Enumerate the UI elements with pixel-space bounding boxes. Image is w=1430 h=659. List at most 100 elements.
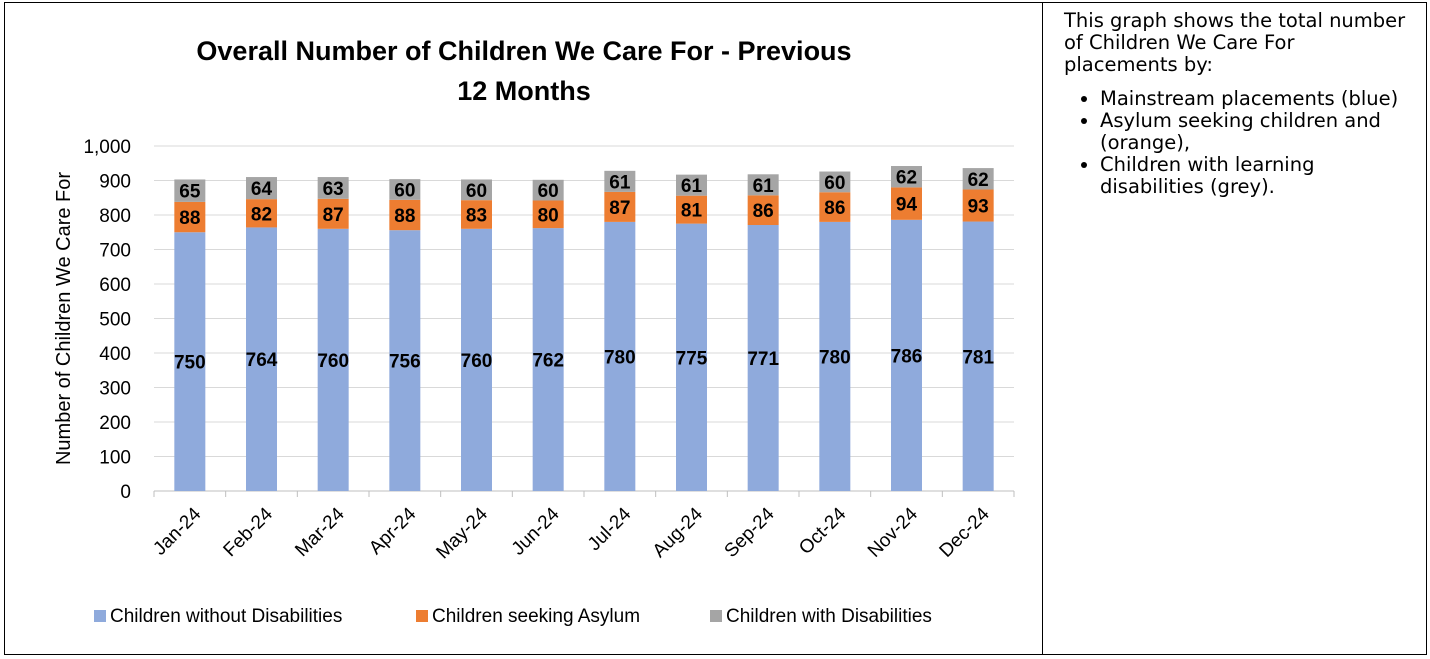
data-label: 88 [394,206,415,227]
data-label: 88 [179,208,200,229]
bars [174,166,994,492]
data-label: 87 [609,198,630,219]
data-labels: 750 88 65 764 82 64 760 87 63 756 88 60 760 83 60 762 80… [174,168,994,374]
x-tick-label: Mar-24 [291,503,349,561]
bar-segment [246,199,277,228]
data-label: 764 [246,350,278,371]
x-tick-label: Jan-24 [149,503,205,559]
legend-label: Children without Disabilities [110,606,342,627]
description-item-mainstream: Mainstream placements (blue) [1100,88,1414,110]
legend-swatch [416,610,428,622]
bar-segment [676,195,707,224]
data-label: 61 [753,176,775,197]
bar-segment [891,219,922,491]
data-label: 65 [179,182,201,203]
y-tick-label: 900 [99,172,131,193]
data-label: 80 [538,205,559,226]
data-label: 81 [681,201,703,222]
data-label: 87 [323,205,344,226]
legend-label: Children with Disabilities [726,606,932,627]
data-label: 771 [747,349,779,370]
bar-segment [461,200,492,229]
bar-segment [747,195,779,226]
bar-segment [246,227,277,492]
bar-segment [962,189,994,222]
data-label: 83 [466,205,487,226]
description-panel: This graph shows the total number of Chi… [1064,10,1414,198]
description-item-asylum: Asylum seeking children and (orange), [1100,110,1414,154]
y-tick-label: 600 [99,275,131,296]
data-label: 61 [681,176,703,197]
bar-segment [819,171,851,193]
bar-segment [891,166,922,188]
y-tick-label: 800 [99,206,131,227]
bar-segment [246,177,277,200]
x-tick-label: Nov-24 [864,503,922,561]
data-label: 63 [323,179,344,200]
description-item-disabilities: Children with learning disabilities (gre… [1100,154,1414,198]
bar-segment [317,198,349,229]
y-tick-label: 0 [120,482,131,503]
panel-divider [1042,2,1043,655]
data-label: 93 [968,197,989,218]
legend-swatch [94,610,106,622]
x-tick-label: Oct-24 [795,503,850,558]
data-label: 756 [389,352,421,373]
data-label: 60 [824,173,845,194]
x-tick-label: Apr-24 [365,503,420,558]
data-label: 62 [896,168,917,189]
bar-segment [604,221,636,491]
figure-frame [4,2,1427,655]
data-label: 60 [394,180,415,201]
data-label: 61 [609,172,631,193]
bar-segment [174,179,206,202]
bar-segment [604,170,636,192]
chart-title: Overall Number of Children We Care For -… [196,36,851,106]
y-tick-label: 300 [99,379,131,400]
data-label: 780 [819,347,851,368]
bar-segment [461,228,492,492]
data-label: 60 [538,181,559,202]
bar-segment [962,168,994,190]
data-label: 86 [753,201,774,222]
bar-segment [532,200,564,229]
bar-segment [891,187,922,220]
bar-segment [174,201,206,233]
y-tick-label: 400 [99,344,131,365]
description-list: Mainstream placements (blue) Asylum seek… [1064,88,1414,198]
legend-swatch [710,610,722,622]
bar-segment [604,191,636,222]
data-label: 760 [317,351,349,372]
bar-segment [389,199,421,231]
x-tick-label: Feb-24 [220,503,278,561]
bar-segment [389,230,421,491]
y-tick-label: 500 [99,310,131,331]
description-intro: This graph shows the total number of Chi… [1064,9,1406,76]
x-tick-label: May-24 [432,503,492,563]
bar-segment [317,228,349,492]
bar-segment [532,179,564,201]
bar-segment [747,174,779,196]
data-label: 760 [461,351,493,372]
bar-segment [174,232,206,491]
data-label: 750 [174,353,206,374]
data-label: 64 [251,179,273,200]
y-tick-label: 100 [99,448,131,469]
x-tick-label: Aug-24 [649,503,707,561]
x-tick-label: Jul-24 [584,503,636,555]
y-axis-label: Number of Children We Care For [53,172,75,465]
legend-label: Children seeking Asylum [432,606,640,627]
bar-segment [819,192,851,222]
gridlines [154,145,1014,457]
x-tick-label: Jun-24 [508,503,564,559]
data-label: 762 [532,351,564,372]
y-tick-label: 200 [99,413,131,434]
y-tick-label: 1,000 [83,137,131,158]
y-tick-label: 700 [99,241,131,262]
data-label: 94 [896,195,918,216]
data-label: 82 [251,204,272,225]
bar-segment [532,228,564,492]
data-label: 62 [968,170,989,191]
legend: Children without Disabilities Children se… [94,606,932,627]
bar-segment [962,221,994,491]
